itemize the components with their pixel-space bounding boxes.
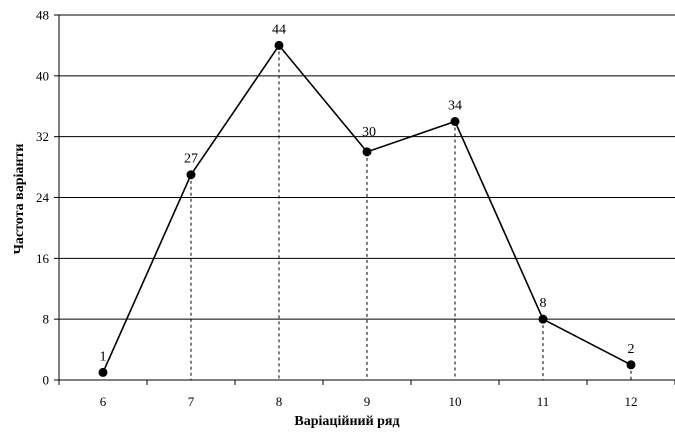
x-tick-label: 11 <box>537 394 550 409</box>
x-tick-label: 8 <box>276 394 283 409</box>
data-point <box>539 315 548 324</box>
series-line <box>103 45 631 372</box>
y-tick-label: 8 <box>43 312 50 327</box>
data-label: 2 <box>628 342 635 357</box>
axes <box>54 15 675 385</box>
y-tick-label: 32 <box>36 129 49 144</box>
data-point <box>275 41 284 50</box>
y-tick-label: 48 <box>36 8 49 23</box>
data-label: 34 <box>448 98 462 113</box>
x-tick-labels: 6 7 8 9 10 11 12 <box>100 394 638 409</box>
data-labels: 1 27 44 30 34 8 2 <box>100 22 635 364</box>
x-tick-label: 6 <box>100 394 107 409</box>
data-label: 44 <box>272 22 286 37</box>
data-point <box>363 147 372 156</box>
y-axis-title: Частота варіанти <box>12 144 27 255</box>
series-line <box>103 45 631 372</box>
x-tick-label: 7 <box>188 394 195 409</box>
y-tick-label: 16 <box>36 251 50 266</box>
y-tick-labels: 0 8 16 24 32 40 48 <box>36 8 50 388</box>
y-tick-label: 0 <box>43 373 50 388</box>
y-tick-label: 24 <box>36 190 50 205</box>
data-point <box>451 117 460 126</box>
x-axis-title: Варіаційний ряд <box>294 414 399 429</box>
x-tick-label: 9 <box>364 394 371 409</box>
data-point <box>99 368 108 377</box>
x-tick-label: 10 <box>449 394 462 409</box>
y-tick-label: 40 <box>36 68 49 83</box>
x-tick-label: 12 <box>625 394 638 409</box>
data-point <box>627 360 636 369</box>
data-label: 8 <box>540 296 547 311</box>
data-label: 30 <box>362 125 376 140</box>
data-label: 27 <box>184 152 198 167</box>
data-point <box>187 170 196 179</box>
data-label: 1 <box>100 349 107 364</box>
